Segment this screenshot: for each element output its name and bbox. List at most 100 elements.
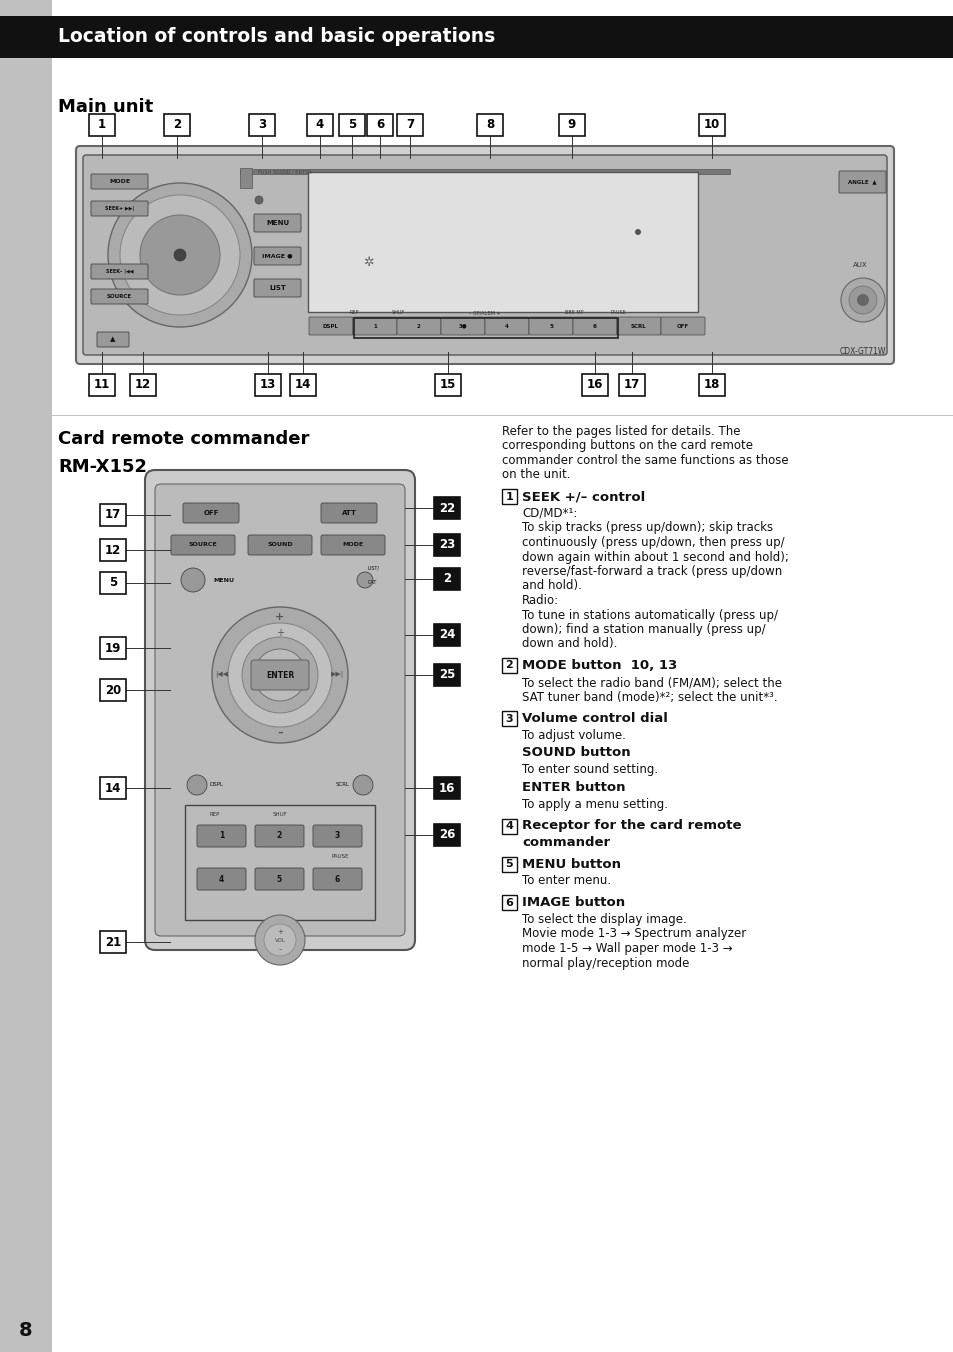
- Text: SCRL: SCRL: [631, 323, 646, 329]
- Text: 6: 6: [375, 119, 384, 131]
- Text: Location of controls and basic operations: Location of controls and basic operation…: [58, 27, 495, 46]
- Text: 16: 16: [586, 379, 602, 392]
- Text: +: +: [275, 627, 284, 638]
- Text: To skip tracks (press up/down); skip tracks: To skip tracks (press up/down); skip tra…: [521, 522, 772, 534]
- Text: down); find a station manually (press up/: down); find a station manually (press up…: [521, 623, 765, 635]
- Text: 23: 23: [438, 538, 455, 552]
- Bar: [100, 932, 126, 953]
- Bar: [501, 489, 517, 504]
- FancyBboxPatch shape: [440, 316, 484, 335]
- Text: 14: 14: [294, 379, 311, 392]
- FancyBboxPatch shape: [254, 868, 304, 890]
- Text: 5: 5: [109, 576, 117, 589]
- Text: down again within about 1 second and hold);: down again within about 1 second and hol…: [521, 550, 788, 564]
- Text: |◀◀: |◀◀: [215, 672, 229, 679]
- Bar: [185, 804, 375, 919]
- Text: corresponding buttons on the card remote: corresponding buttons on the card remote: [501, 439, 752, 453]
- Text: To apply a menu setting.: To apply a menu setting.: [521, 798, 667, 811]
- Bar: [558, 114, 584, 137]
- Text: 6: 6: [593, 323, 597, 329]
- Bar: [434, 823, 459, 846]
- Text: PUSH SOUND / ENTER: PUSH SOUND / ENTER: [257, 169, 312, 174]
- Bar: [164, 114, 190, 137]
- Text: 12: 12: [105, 544, 121, 557]
- Text: 3: 3: [505, 714, 513, 723]
- Bar: [240, 168, 252, 188]
- Text: 25: 25: [438, 668, 455, 681]
- Circle shape: [635, 228, 640, 235]
- FancyBboxPatch shape: [248, 535, 312, 556]
- Text: MENU: MENU: [213, 577, 233, 583]
- Text: To adjust volume.: To adjust volume.: [521, 729, 625, 742]
- Circle shape: [841, 279, 884, 322]
- FancyBboxPatch shape: [91, 201, 148, 216]
- Text: SOURCE: SOURCE: [189, 542, 217, 548]
- Text: BBE MP: BBE MP: [564, 311, 582, 315]
- Bar: [434, 777, 459, 799]
- Text: To select the display image.: To select the display image.: [521, 913, 686, 926]
- Text: on the unit.: on the unit.: [501, 469, 570, 481]
- Text: 6: 6: [335, 875, 340, 883]
- Text: and hold).: and hold).: [521, 580, 581, 592]
- Bar: [581, 375, 607, 396]
- Text: AUX: AUX: [852, 262, 866, 268]
- Text: 20: 20: [105, 684, 121, 696]
- Text: down and hold).: down and hold).: [521, 638, 617, 650]
- Circle shape: [187, 775, 207, 795]
- Text: 4: 4: [505, 821, 513, 831]
- Circle shape: [356, 572, 373, 588]
- FancyBboxPatch shape: [91, 174, 148, 189]
- Text: PAUSE: PAUSE: [331, 854, 349, 860]
- Text: 6: 6: [505, 898, 513, 907]
- Circle shape: [108, 183, 252, 327]
- Bar: [0, 16, 953, 58]
- Bar: [501, 895, 517, 910]
- Text: 1: 1: [505, 492, 513, 502]
- Bar: [100, 679, 126, 700]
- Text: 22: 22: [438, 502, 455, 515]
- FancyBboxPatch shape: [76, 146, 893, 364]
- Text: 16: 16: [438, 781, 455, 795]
- Text: 4: 4: [218, 875, 224, 883]
- Text: 2: 2: [416, 323, 420, 329]
- Text: 5: 5: [276, 875, 282, 883]
- Text: continuously (press up/down, then press up/: continuously (press up/down, then press …: [521, 535, 783, 549]
- Text: REP: REP: [349, 311, 358, 315]
- Bar: [240, 169, 729, 174]
- FancyBboxPatch shape: [313, 825, 361, 846]
- Bar: [699, 114, 724, 137]
- FancyBboxPatch shape: [353, 316, 396, 335]
- Text: ENTER: ENTER: [266, 671, 294, 680]
- Text: 8: 8: [19, 1321, 32, 1340]
- FancyBboxPatch shape: [396, 316, 440, 335]
- Text: CDX-GT71W: CDX-GT71W: [839, 347, 885, 356]
- Text: mode 1-5 → Wall paper mode 1-3 →: mode 1-5 → Wall paper mode 1-3 →: [521, 942, 732, 955]
- Text: DSPL: DSPL: [210, 783, 224, 787]
- FancyBboxPatch shape: [91, 264, 148, 279]
- Text: MODE: MODE: [109, 178, 130, 184]
- Text: LIST: LIST: [269, 285, 286, 291]
- Text: 5: 5: [505, 859, 513, 869]
- Text: 2: 2: [505, 661, 513, 671]
- Bar: [501, 818, 517, 833]
- Bar: [434, 568, 459, 589]
- Circle shape: [264, 923, 295, 956]
- Text: MODE button  10, 13: MODE button 10, 13: [521, 658, 677, 672]
- FancyBboxPatch shape: [196, 868, 246, 890]
- FancyBboxPatch shape: [309, 316, 353, 335]
- Text: PAUSE: PAUSE: [610, 311, 625, 315]
- Text: 13: 13: [259, 379, 275, 392]
- Text: 14: 14: [105, 781, 121, 795]
- Bar: [100, 539, 126, 561]
- FancyBboxPatch shape: [617, 316, 660, 335]
- Circle shape: [181, 568, 205, 592]
- Text: SCRL: SCRL: [335, 783, 350, 787]
- Text: SHUF: SHUF: [273, 813, 287, 818]
- Circle shape: [254, 196, 263, 204]
- FancyBboxPatch shape: [251, 660, 309, 690]
- Text: 4: 4: [315, 119, 324, 131]
- Text: 2: 2: [172, 119, 181, 131]
- Text: Movie mode 1-3 → Spectrum analyzer: Movie mode 1-3 → Spectrum analyzer: [521, 927, 745, 941]
- Text: Card remote commander: Card remote commander: [58, 430, 309, 448]
- FancyBboxPatch shape: [183, 503, 239, 523]
